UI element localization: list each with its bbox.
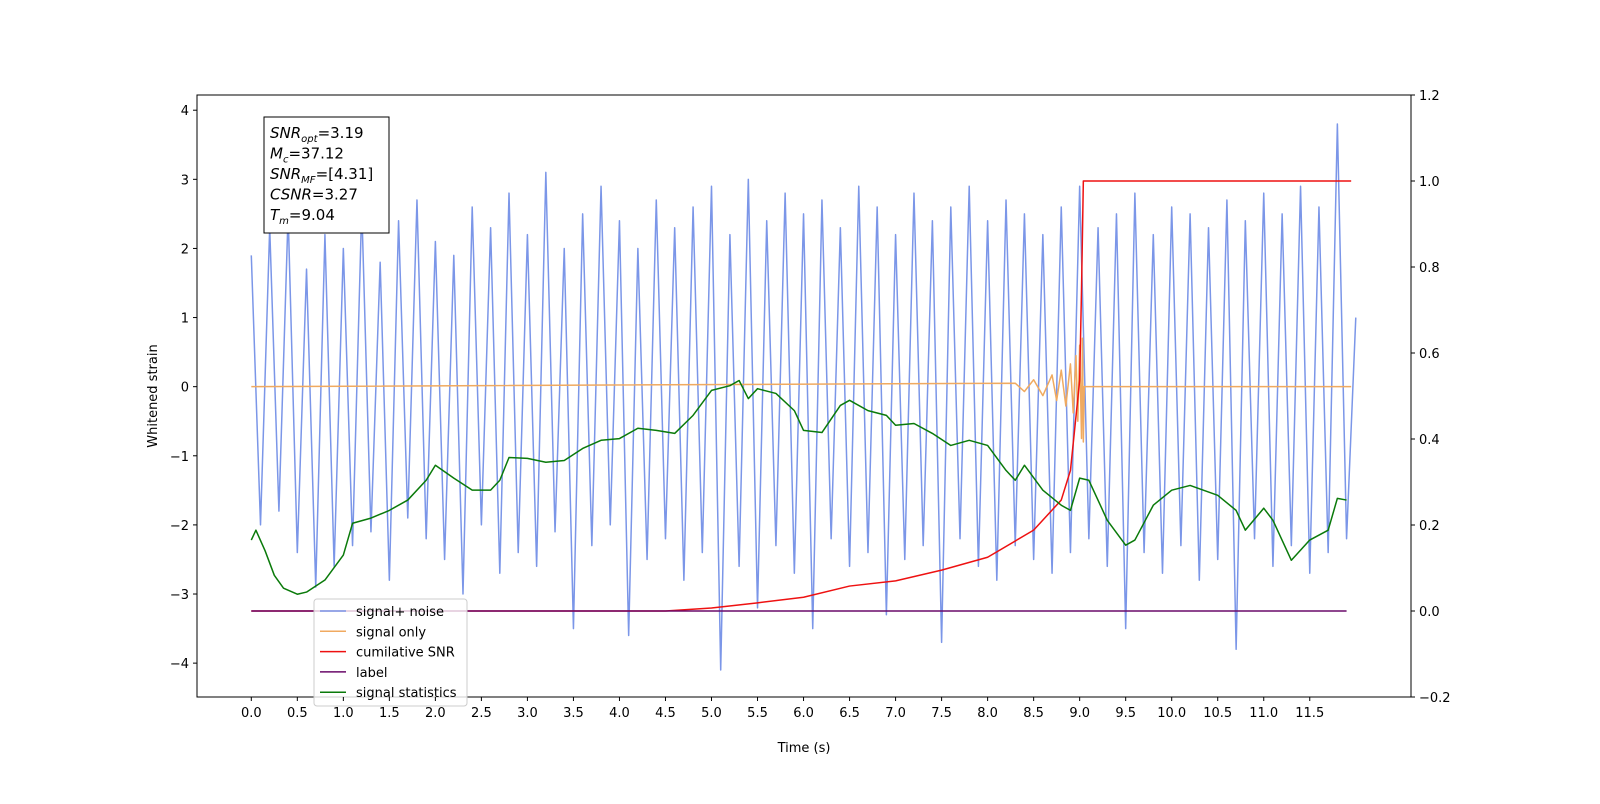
legend-label: cumilative SNR bbox=[356, 646, 455, 661]
plot-area bbox=[250, 123, 1357, 671]
x-tick-label: 11.0 bbox=[1249, 706, 1278, 721]
y2-tick-label: 1.2 bbox=[1419, 89, 1440, 104]
x-tick-label: 9.0 bbox=[1069, 706, 1090, 721]
series-line bbox=[250, 123, 1357, 671]
legend-label: signal only bbox=[356, 625, 426, 640]
x-tick-label: 6.5 bbox=[839, 706, 860, 721]
legend-label: signal+ noise bbox=[356, 605, 444, 620]
annotation-value: =9.04 bbox=[289, 206, 335, 224]
annotation-value: =3.19 bbox=[318, 124, 364, 142]
x-axis-label: Time (s) bbox=[777, 741, 831, 756]
annotation-var: CSNR bbox=[270, 186, 312, 204]
series-line bbox=[250, 379, 1347, 595]
annotation-line: Mc=37.12 bbox=[270, 145, 344, 166]
x-tick-label: 5.5 bbox=[747, 706, 768, 721]
annotation-box: SNRopt=3.19Mc=37.12SNRMF=[4.31]CSNR=3.27… bbox=[263, 116, 390, 234]
x-tick-label: 7.0 bbox=[885, 706, 906, 721]
x-tick-label: 2.5 bbox=[471, 706, 492, 721]
y-axis-label: Whitened strain bbox=[146, 344, 161, 447]
series-line bbox=[251, 180, 1352, 612]
annotation-sub: m bbox=[279, 216, 289, 227]
annotation-sub: opt bbox=[301, 134, 318, 145]
y2-tick-label: 0.2 bbox=[1419, 519, 1440, 534]
legend-label: label bbox=[356, 666, 387, 681]
x-tick-label: 8.5 bbox=[1023, 706, 1044, 721]
annotation-var: T bbox=[270, 206, 281, 224]
annotation-sub: MF bbox=[301, 175, 316, 186]
annotation-var: M bbox=[270, 145, 283, 163]
y2-tick-label: 1.0 bbox=[1419, 175, 1440, 190]
y-tick-label: 2 bbox=[181, 242, 189, 257]
x-tick-label: 5.0 bbox=[701, 706, 722, 721]
x-tick-label: 2.0 bbox=[425, 706, 446, 721]
x-tick-label: 1.5 bbox=[379, 706, 400, 721]
legend-frame bbox=[313, 598, 468, 707]
annotation-line: Tm=9.04 bbox=[270, 206, 335, 227]
y2-tick-label: −0.2 bbox=[1419, 691, 1451, 706]
y2-tick-label: 0.4 bbox=[1419, 433, 1440, 448]
x-tick-label: 7.5 bbox=[931, 706, 952, 721]
y-tick-label: 0 bbox=[181, 381, 189, 396]
annotation-frame bbox=[263, 116, 390, 234]
annotation-line: SNRMF=[4.31] bbox=[270, 165, 373, 186]
annotation-var: SNR bbox=[270, 124, 301, 142]
x-tick-label: 10.0 bbox=[1157, 706, 1186, 721]
x-tick-label: 4.0 bbox=[609, 706, 630, 721]
x-tick-label: 1.0 bbox=[333, 706, 354, 721]
series-line bbox=[251, 337, 1352, 443]
x-tick-label: 6.0 bbox=[793, 706, 814, 721]
annotation-value: =3.27 bbox=[312, 186, 358, 204]
x-tick-label: 4.5 bbox=[655, 706, 676, 721]
x-tick-label: 8.0 bbox=[977, 706, 998, 721]
legend-label: signal statistics bbox=[356, 686, 457, 701]
annotation-var: SNR bbox=[270, 165, 301, 183]
y-tick-label: −3 bbox=[170, 588, 189, 603]
annotation-line: SNRopt=3.19 bbox=[270, 124, 364, 145]
y2-tick-label: 0.6 bbox=[1419, 347, 1440, 362]
y2-tick-label: 0.8 bbox=[1419, 261, 1440, 276]
annotation-sub: c bbox=[283, 155, 289, 166]
x-tick-label: 0.0 bbox=[241, 706, 262, 721]
legend: signal+ noise signal only cumilative SNR la… bbox=[313, 598, 468, 707]
y-tick-label: 1 bbox=[181, 312, 189, 327]
x-tick-label: 3.0 bbox=[517, 706, 538, 721]
annotation-value: =[4.31] bbox=[316, 165, 374, 183]
y-tick-label: 3 bbox=[181, 173, 189, 188]
x-tick-label: 3.5 bbox=[563, 706, 584, 721]
x-tick-label: 10.5 bbox=[1203, 706, 1232, 721]
y2-tick-label: 0.0 bbox=[1419, 605, 1440, 620]
x-tick-label: 0.5 bbox=[287, 706, 308, 721]
annotation-line: CSNR=3.27 bbox=[270, 186, 358, 204]
y-tick-label: −2 bbox=[170, 519, 189, 534]
annotation-value: =37.12 bbox=[288, 145, 344, 163]
y-tick-label: −4 bbox=[170, 657, 189, 672]
x-tick-label: 11.5 bbox=[1295, 706, 1324, 721]
y-tick-label: −1 bbox=[170, 450, 189, 465]
y-tick-label: 4 bbox=[181, 104, 189, 119]
x-tick-label: 9.5 bbox=[1115, 706, 1136, 721]
